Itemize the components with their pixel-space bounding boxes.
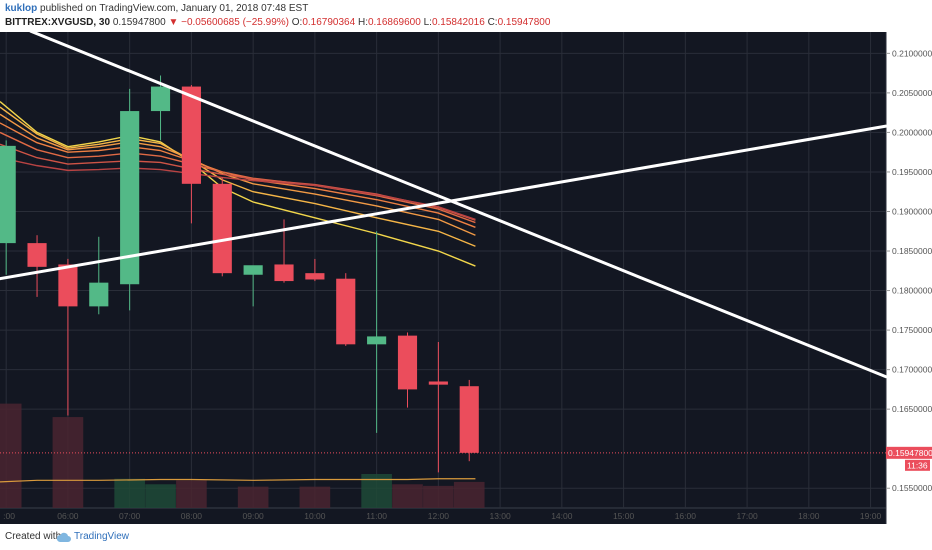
volume-bar bbox=[453, 481, 485, 508]
last-price-label: 0.15947800 bbox=[888, 448, 932, 458]
candle-body bbox=[58, 264, 78, 307]
volume-average-line bbox=[0, 478, 476, 483]
high-label: H: bbox=[357, 17, 368, 28]
candle-body bbox=[367, 336, 387, 345]
time-tick-label: 13:00 bbox=[489, 511, 511, 521]
symbol-label: BITTREX:XVGUSD, 30 bbox=[5, 17, 111, 28]
time-tick-label: :00 bbox=[3, 511, 15, 521]
low-value: 0.15842016 bbox=[431, 17, 485, 28]
time-tick-label: 09:00 bbox=[243, 511, 265, 521]
down-arrow-icon: ▼ bbox=[168, 17, 179, 28]
trendline bbox=[0, 124, 888, 281]
low-label: L: bbox=[423, 17, 432, 28]
created-with-text: Created with bbox=[5, 531, 62, 542]
candle-body bbox=[120, 111, 140, 285]
volume-bar bbox=[423, 485, 454, 508]
last-price-marker: 0.15947800 11:36 bbox=[886, 446, 932, 471]
last-value: 0.15947800 bbox=[112, 17, 166, 28]
candle-body bbox=[305, 273, 325, 280]
volume-bar bbox=[114, 478, 145, 508]
publish-line: kuklop published on TradingView.com, Jan… bbox=[5, 3, 308, 14]
candle-body bbox=[0, 145, 16, 244]
change-value: −0.05600685 (−25.99%) bbox=[181, 17, 289, 28]
chart-header: kuklop published on TradingView.com, Jan… bbox=[0, 0, 932, 32]
candle-body bbox=[181, 86, 201, 184]
time-tick-label: 16:00 bbox=[675, 511, 697, 521]
candle-body bbox=[274, 264, 294, 282]
candle-body bbox=[212, 183, 232, 274]
time-tick-label: 06:00 bbox=[57, 511, 79, 521]
time-tick-label: 08:00 bbox=[181, 511, 203, 521]
open-label: O: bbox=[291, 17, 303, 28]
time-tick-label: 07:00 bbox=[119, 511, 141, 521]
candle-body bbox=[397, 335, 418, 390]
candle-body bbox=[336, 278, 356, 345]
price-axis[interactable] bbox=[886, 32, 932, 524]
published-text: published on TradingView.com, January 01… bbox=[37, 3, 309, 14]
volume-bars bbox=[0, 403, 485, 508]
time-axis-ticks: :00 06:00 07:00 08:00 09:00 10:00 11:00 12:00 13… bbox=[3, 511, 881, 521]
candle-body bbox=[459, 386, 479, 453]
trendline bbox=[29, 32, 888, 379]
ohlc-line: BITTREX:XVGUSD, 30 0.15947800 ▼ −0.05600… bbox=[5, 17, 550, 28]
volume-bar bbox=[237, 486, 269, 508]
volume-bar bbox=[176, 480, 207, 508]
tradingview-cloud-icon[interactable] bbox=[56, 531, 72, 543]
candles[interactable] bbox=[0, 75, 479, 473]
candle-body bbox=[428, 381, 448, 385]
candle-body bbox=[27, 243, 47, 267]
volume-bar bbox=[299, 486, 331, 508]
close-value: 0.15947800 bbox=[497, 17, 551, 28]
high-value: 0.16869600 bbox=[367, 17, 421, 28]
candle-body bbox=[150, 86, 171, 112]
footer: Created with TradingView bbox=[0, 524, 932, 550]
author-link[interactable]: kuklop bbox=[5, 3, 38, 14]
open-value: 0.16790364 bbox=[302, 17, 356, 28]
plot-background bbox=[0, 32, 886, 524]
close-label: C: bbox=[487, 17, 498, 28]
candle-body bbox=[243, 265, 263, 275]
time-tick-label: 10:00 bbox=[304, 511, 326, 521]
volume-bar bbox=[52, 417, 84, 508]
volume-bar bbox=[145, 484, 176, 508]
trendlines[interactable] bbox=[0, 32, 888, 379]
countdown-badge bbox=[905, 459, 930, 471]
time-tick-label: 12:00 bbox=[428, 511, 450, 521]
time-tick-label: 14:00 bbox=[551, 511, 573, 521]
time-tick-label: 15:00 bbox=[613, 511, 635, 521]
volume-ma-line bbox=[0, 478, 476, 483]
time-tick-label: 11:00 bbox=[366, 511, 387, 521]
tradingview-brand-link[interactable]: TradingView bbox=[74, 531, 130, 542]
last-price-badge bbox=[886, 446, 932, 459]
volume-bar bbox=[392, 484, 423, 508]
candle-body bbox=[89, 282, 109, 307]
time-tick-label: 18:00 bbox=[798, 511, 820, 521]
countdown-label: 11:36 bbox=[907, 460, 928, 470]
price-tick-label: 0.15500000 bbox=[892, 483, 932, 493]
time-tick-label: 17:00 bbox=[736, 511, 758, 521]
volume-bar bbox=[0, 403, 22, 508]
time-tick-label: 19:00 bbox=[860, 511, 882, 521]
